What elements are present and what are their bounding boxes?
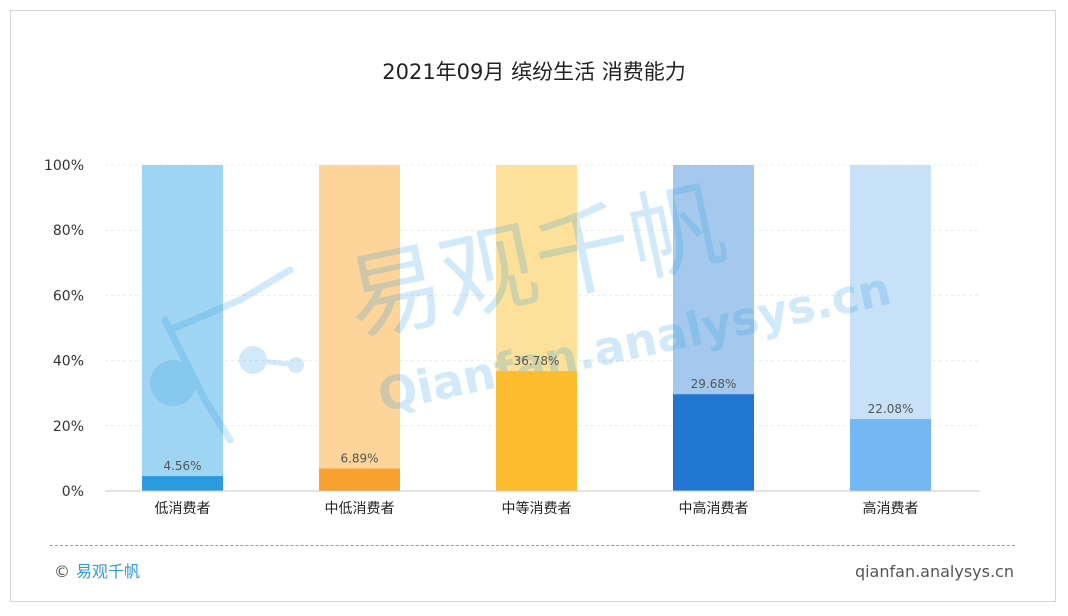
y-tick-label: 60% (53, 288, 84, 304)
x-tick-label: 高消费者 (863, 500, 919, 517)
footer-site: qianfan.analysys.cn (854, 562, 1014, 581)
bar (142, 476, 223, 491)
y-tick-label: 0% (62, 484, 84, 500)
footer-brand: © 易观千帆 (54, 558, 140, 582)
x-tick-label: 中等消费者 (502, 500, 572, 517)
x-tick-label: 中高消费者 (679, 500, 749, 517)
grid-lines (105, 164, 980, 427)
bar-background (319, 165, 400, 491)
bar-background (142, 165, 223, 491)
copyright-symbol: © (54, 562, 70, 581)
y-tick-label: 40% (53, 354, 84, 370)
y-tick-label: 20% (53, 419, 84, 435)
labels: 0% 20% 40% 60% 80% 100% 4.56% 低消费者 6.89% 中低消费者 36.… (44, 158, 919, 517)
y-tick-label: 100% (44, 158, 84, 174)
data-label: 29.68% (691, 377, 737, 391)
data-label: 4.56% (163, 459, 201, 473)
footer-brand-text: 易观千帆 (76, 562, 141, 581)
data-label: 22.08% (868, 402, 914, 416)
watermark-logo-icon (150, 266, 304, 444)
chart-title: 2021年09月 缤纷生活 消费能力 (382, 60, 686, 84)
data-label: 36.78% (514, 354, 560, 368)
x-tick-label: 低消费者 (155, 501, 211, 517)
bars (142, 371, 931, 491)
bar (850, 419, 931, 491)
footer-divider (50, 545, 1015, 546)
data-label: 6.89% (340, 452, 378, 466)
y-tick-label: 80% (53, 223, 84, 239)
bar (496, 371, 577, 491)
bar (673, 394, 754, 491)
x-tick-label: 中低消费者 (325, 501, 395, 517)
bar (319, 468, 400, 491)
